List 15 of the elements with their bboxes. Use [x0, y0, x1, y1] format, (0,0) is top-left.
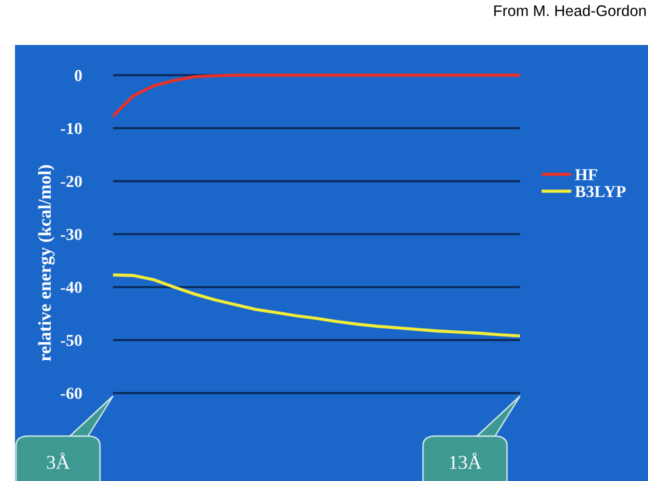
y-tick-label: -50: [60, 334, 82, 346]
annotation: 13Å: [450, 452, 482, 469]
text: From M. Head-Gordon: [494, 4, 646, 16]
y-axis-title: relative energy (kcal/mol): [38, 165, 55, 362]
y-tick-label: -20: [60, 176, 82, 188]
legend-label: B3LYP: [575, 186, 626, 198]
line-series: [113, 74, 520, 118]
y-tick-label: 0: [74, 70, 82, 82]
line-series: [113, 273, 520, 338]
legend-label: HF: [575, 169, 598, 180]
y-tick-label: -30: [60, 228, 82, 240]
y-tick-label: -60: [60, 388, 82, 400]
y-tick-label: -40: [60, 282, 82, 294]
text: 3Å: [47, 452, 70, 469]
y-tick-label: -10: [60, 122, 82, 134]
